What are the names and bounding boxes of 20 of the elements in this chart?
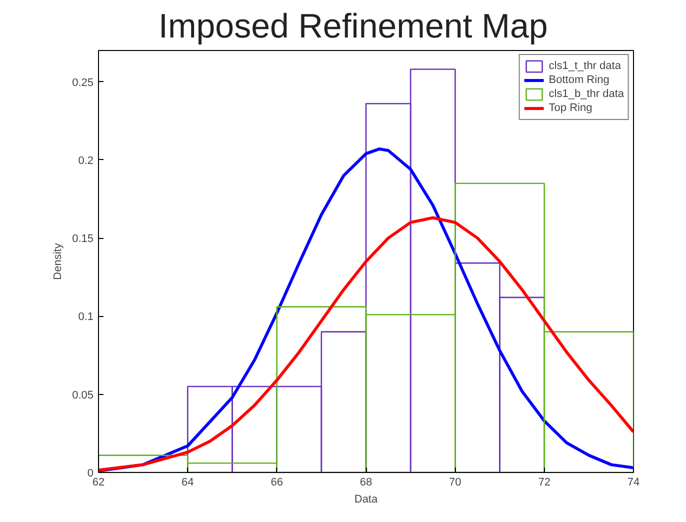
y-tick-label: 0 — [87, 468, 94, 480]
legend-label: Bottom Ring — [548, 73, 610, 87]
legend-label: cls1_b_thr data — [548, 87, 624, 101]
x-tick-label: 62 — [92, 476, 105, 488]
x-tick-label: 72 — [538, 476, 550, 488]
y-tick-label: 0.25 — [72, 76, 94, 89]
legend-label: cls1_t_thr data — [548, 59, 621, 73]
x-tick-label: 68 — [360, 476, 372, 488]
y-tick-label: 0.2 — [78, 154, 94, 167]
x-tick-label: 74 — [627, 476, 640, 488]
x-axis-title: Data — [354, 494, 378, 506]
legend-label: Top Ring — [548, 101, 592, 115]
y-axis-title: Density — [52, 242, 64, 280]
x-tick-label: 64 — [182, 476, 194, 488]
y-tick-label: 0.05 — [72, 389, 94, 402]
x-tick-label: 66 — [270, 476, 283, 488]
x-tick-label: 70 — [449, 476, 462, 488]
y-tick-label: 0.15 — [72, 233, 94, 246]
y-tick-label: 0.1 — [78, 311, 94, 324]
chart-title: Imposed Refinement Map — [158, 8, 548, 46]
